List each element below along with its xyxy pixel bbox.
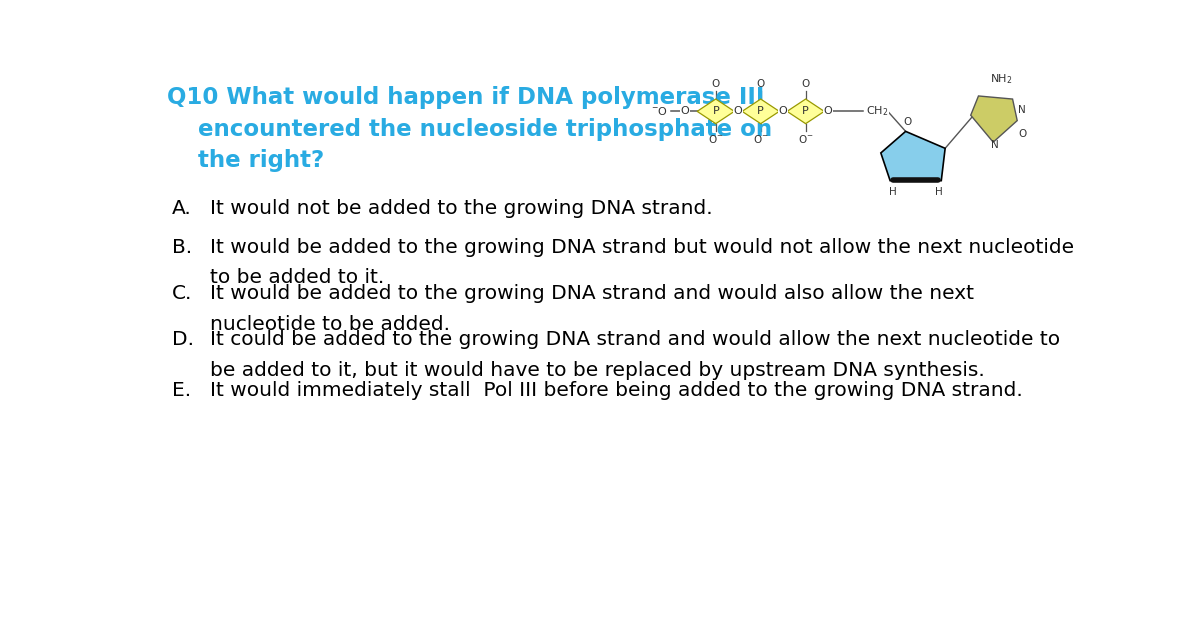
Text: H: H	[935, 187, 943, 197]
Text: Q10 What would happen if DNA polymerase III: Q10 What would happen if DNA polymerase …	[167, 86, 764, 109]
Polygon shape	[787, 99, 824, 123]
Text: nucleotide to be added.: nucleotide to be added.	[210, 314, 450, 334]
Text: H: H	[888, 187, 896, 197]
Text: the right?: the right?	[198, 149, 324, 172]
Text: O: O	[1019, 130, 1027, 140]
Text: It would immediately stall  Pol III before being added to the growing DNA strand: It would immediately stall Pol III befor…	[210, 381, 1024, 400]
Text: O$^{-}$: O$^{-}$	[798, 133, 814, 145]
Text: O: O	[823, 107, 833, 117]
Text: NH$_2$: NH$_2$	[990, 72, 1013, 86]
Text: It could be added to the growing DNA strand and would allow the next nucleotide : It could be added to the growing DNA str…	[210, 330, 1061, 349]
Text: be added to it, but it would have to be replaced by upstream DNA synthesis.: be added to it, but it would have to be …	[210, 361, 985, 380]
Text: D.: D.	[172, 330, 193, 349]
Text: O: O	[802, 79, 810, 89]
Text: to be added to it.: to be added to it.	[210, 268, 385, 288]
Text: P: P	[757, 107, 764, 117]
Polygon shape	[971, 96, 1018, 142]
Text: O: O	[680, 107, 689, 117]
Text: It would not be added to the growing DNA strand.: It would not be added to the growing DNA…	[210, 199, 713, 218]
Text: encountered the nucleoside triphosphate on: encountered the nucleoside triphosphate …	[198, 118, 772, 141]
Text: O: O	[779, 107, 787, 117]
Text: O$^{-}$: O$^{-}$	[708, 133, 724, 145]
Text: N: N	[991, 140, 998, 150]
Text: O$^{-}$: O$^{-}$	[752, 133, 768, 145]
Polygon shape	[742, 99, 779, 123]
Polygon shape	[881, 131, 946, 180]
Text: P: P	[713, 107, 719, 117]
Text: A.: A.	[172, 199, 192, 218]
Text: O: O	[904, 117, 912, 126]
Text: O: O	[756, 79, 764, 89]
Text: $^{-}$O: $^{-}$O	[650, 105, 667, 117]
Text: P: P	[803, 107, 809, 117]
Text: CH$_2$: CH$_2$	[866, 104, 888, 118]
Text: It would be added to the growing DNA strand but would not allow the next nucleot: It would be added to the growing DNA str…	[210, 237, 1074, 257]
Text: C.: C.	[172, 284, 192, 303]
Text: B.: B.	[172, 237, 192, 257]
Polygon shape	[697, 99, 734, 123]
Text: N: N	[1018, 105, 1026, 115]
Text: O: O	[734, 107, 743, 117]
Text: O: O	[712, 79, 720, 89]
Text: E.: E.	[172, 381, 191, 400]
Text: It would be added to the growing DNA strand and would also allow the next: It would be added to the growing DNA str…	[210, 284, 974, 303]
